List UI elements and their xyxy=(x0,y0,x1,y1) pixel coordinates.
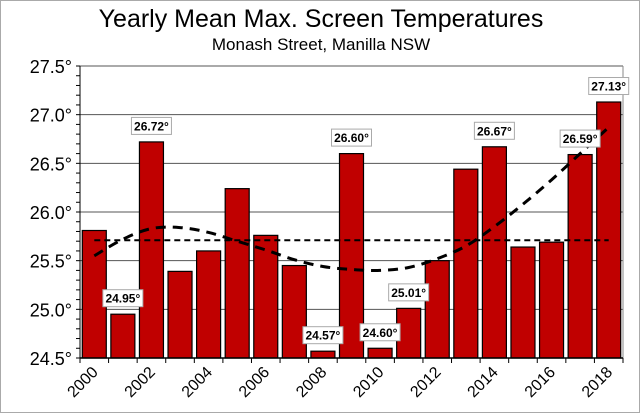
bar-2012 xyxy=(424,260,450,359)
x-tick-label: 2002 xyxy=(122,364,159,401)
data-label-2018: 27.13° xyxy=(591,80,626,94)
x-tick-label: 2004 xyxy=(179,364,216,401)
y-tick-label: 25.0° xyxy=(30,300,72,320)
data-label-box xyxy=(588,77,630,96)
bar-2013 xyxy=(453,168,479,359)
data-label-box xyxy=(359,323,401,342)
bar-2006 xyxy=(253,234,279,359)
x-tick-label: 2006 xyxy=(236,364,273,401)
bar-2003 xyxy=(167,270,193,359)
data-label-box xyxy=(331,128,372,147)
y-tick-label: 27.0° xyxy=(30,106,72,126)
data-label-2008: 24.57° xyxy=(306,329,341,343)
y-tick-label: 26.5° xyxy=(30,154,72,174)
data-label-box xyxy=(130,116,172,135)
bar-2015 xyxy=(510,246,536,359)
data-label-2001: 24.95° xyxy=(105,292,140,306)
data-label-box xyxy=(388,283,430,302)
data-label-box xyxy=(559,129,601,148)
bar-2002 xyxy=(138,141,165,359)
x-tick-label: 2008 xyxy=(293,364,330,401)
chart-subtitle: Monash Street, Manilla NSW xyxy=(211,35,431,54)
chart-title: Yearly Mean Max. Screen Temperatures xyxy=(98,5,544,33)
x-tick-label: 2018 xyxy=(579,364,616,401)
trend-curve xyxy=(93,126,610,272)
data-label-2011: 25.01° xyxy=(391,286,426,300)
bar-2004 xyxy=(196,250,222,359)
data-label-box xyxy=(302,326,344,345)
data-label-2010: 24.60° xyxy=(363,326,398,340)
bar-2005 xyxy=(224,188,250,359)
bar-2018 xyxy=(596,101,622,359)
data-label-2009: 26.60° xyxy=(334,131,369,145)
bar-2009 xyxy=(338,153,365,359)
bar-2016 xyxy=(538,241,565,359)
data-label-box xyxy=(473,121,515,140)
bar-2010 xyxy=(367,347,393,359)
x-tick-label: 2016 xyxy=(522,364,559,401)
data-label-2014: 26.67° xyxy=(477,124,512,138)
x-tick-label: 2010 xyxy=(350,364,387,401)
data-label-box xyxy=(102,289,144,308)
data-label-2002: 26.72° xyxy=(134,119,169,133)
y-tick-label: 25.5° xyxy=(30,252,72,272)
bar-2014 xyxy=(481,146,507,359)
x-tick-label: 2000 xyxy=(65,364,102,401)
y-tick-label: 24.5° xyxy=(30,349,72,369)
bar-2017 xyxy=(567,153,593,359)
x-tick-label: 2012 xyxy=(407,364,444,401)
y-tick-label: 27.5° xyxy=(30,57,72,77)
y-tick-label: 26.0° xyxy=(30,203,72,223)
x-tick-label: 2014 xyxy=(465,364,502,401)
bar-2001 xyxy=(110,313,136,359)
bar-2008 xyxy=(310,350,336,359)
data-label-2017: 26.59° xyxy=(563,132,598,146)
bar-2011 xyxy=(396,307,422,359)
